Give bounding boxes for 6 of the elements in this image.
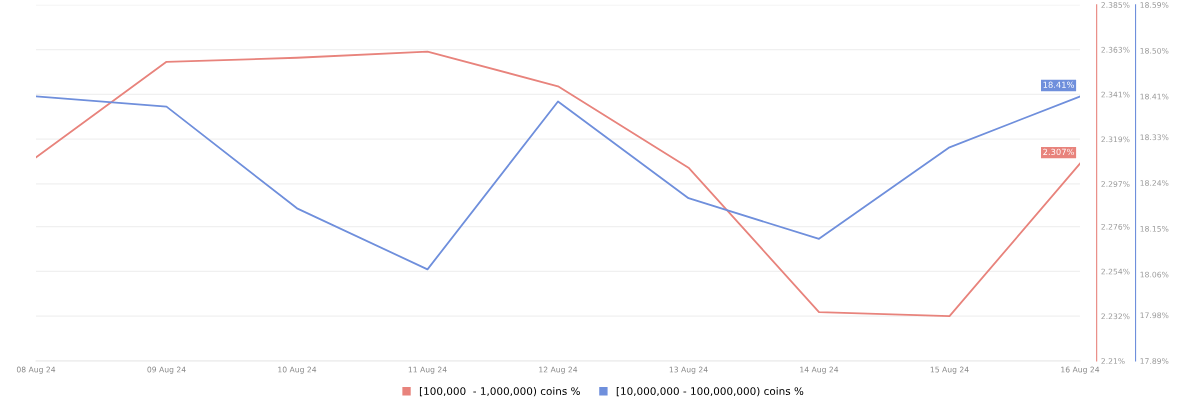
data-label: 2.307% (1043, 148, 1074, 156)
legend-label: [10,000,000 - 100,000,000) coins % (616, 386, 804, 397)
line-series (36, 50, 1080, 318)
line-series (36, 95, 1080, 271)
legend-label: [100,000 - 1,000,000) coins % (419, 386, 580, 397)
data-label: 18.41% (1043, 81, 1074, 88)
